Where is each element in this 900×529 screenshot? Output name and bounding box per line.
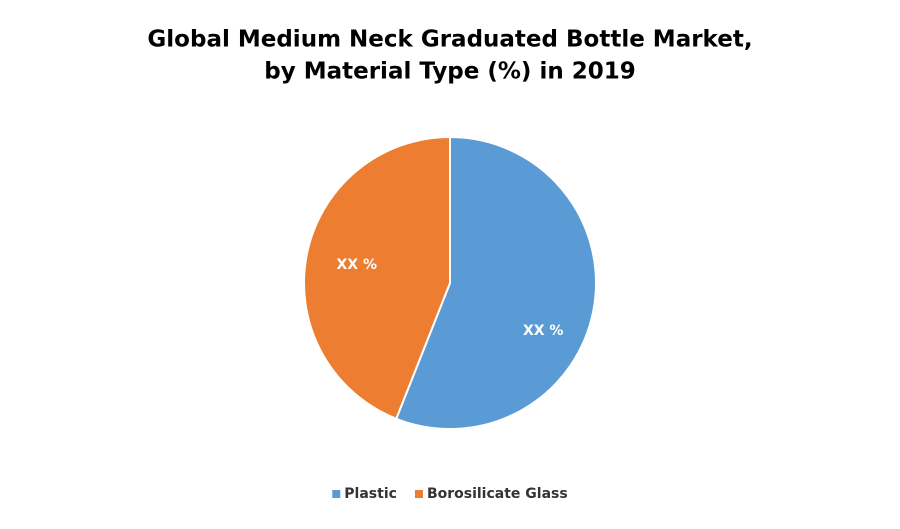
legend-marker bbox=[414, 490, 423, 498]
pie-slice bbox=[303, 135, 451, 421]
legend-label: Plastic bbox=[344, 486, 397, 502]
chart-title: by Material Type (%) in 2019 bbox=[264, 59, 635, 85]
legend-label: Borosilicate Glass bbox=[427, 486, 568, 502]
data-label: XX % bbox=[523, 323, 564, 339]
data-label: XX % bbox=[337, 257, 378, 273]
legend-marker bbox=[332, 490, 341, 498]
pie-slice bbox=[394, 135, 597, 430]
chart-title: Global Medium Neck Graduated Bottle Mark… bbox=[147, 27, 752, 53]
